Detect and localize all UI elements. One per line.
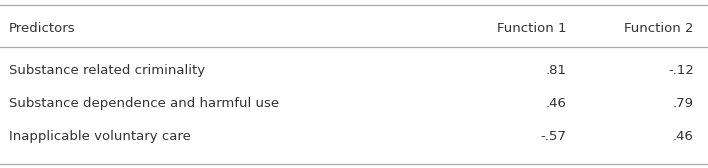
Text: -.57: -.57	[540, 130, 566, 143]
Text: .46: .46	[546, 97, 566, 110]
Text: Predictors: Predictors	[9, 22, 76, 35]
Text: Function 1: Function 1	[497, 22, 566, 35]
Text: Substance dependence and harmful use: Substance dependence and harmful use	[9, 97, 280, 110]
Text: .46: .46	[673, 130, 694, 143]
Text: .79: .79	[673, 97, 694, 110]
Text: Function 2: Function 2	[624, 22, 694, 35]
Text: Inapplicable voluntary care: Inapplicable voluntary care	[9, 130, 191, 143]
Text: .81: .81	[545, 64, 566, 77]
Text: -.12: -.12	[668, 64, 694, 77]
Text: Substance related criminality: Substance related criminality	[9, 64, 205, 77]
